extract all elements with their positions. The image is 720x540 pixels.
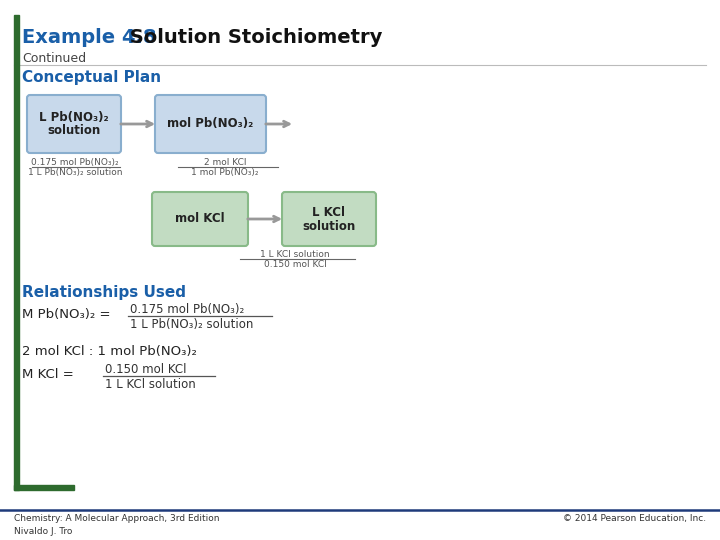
Text: M KCl =: M KCl = [22, 368, 73, 381]
Text: 1 L Pb(NO₃)₂ solution: 1 L Pb(NO₃)₂ solution [130, 318, 253, 331]
FancyBboxPatch shape [152, 192, 248, 246]
Text: L KCl: L KCl [312, 206, 346, 219]
FancyBboxPatch shape [155, 95, 266, 153]
Text: 0.150 mol KCl: 0.150 mol KCl [264, 260, 326, 269]
Text: Relationships Used: Relationships Used [22, 285, 186, 300]
Text: mol Pb(NO₃)₂: mol Pb(NO₃)₂ [167, 118, 253, 131]
FancyBboxPatch shape [27, 95, 121, 153]
Text: Example 4.8: Example 4.8 [22, 28, 156, 47]
Text: solution: solution [302, 219, 356, 233]
Text: 1 mol Pb(NO₃)₂: 1 mol Pb(NO₃)₂ [192, 168, 258, 177]
Text: 1 L Pb(NO₃)₂ solution: 1 L Pb(NO₃)₂ solution [28, 168, 122, 177]
Text: Conceptual Plan: Conceptual Plan [22, 70, 161, 85]
Text: Chemistry: A Molecular Approach, 3rd Edition
Nivaldo J. Tro: Chemistry: A Molecular Approach, 3rd Edi… [14, 514, 220, 536]
Text: Continued: Continued [22, 52, 86, 65]
Text: M Pb(NO₃)₂ =: M Pb(NO₃)₂ = [22, 308, 110, 321]
Text: mol KCl: mol KCl [175, 213, 225, 226]
Text: 2 mol KCl: 2 mol KCl [204, 158, 246, 167]
Text: L Pb(NO₃)₂: L Pb(NO₃)₂ [39, 111, 109, 124]
Text: 0.150 mol KCl: 0.150 mol KCl [105, 363, 186, 376]
Text: solution: solution [48, 125, 101, 138]
Text: © 2014 Pearson Education, Inc.: © 2014 Pearson Education, Inc. [563, 514, 706, 523]
Text: 0.175 mol Pb(NO₃)₂: 0.175 mol Pb(NO₃)₂ [31, 158, 119, 167]
Bar [14, 485, 74, 490]
Text: 0.175 mol Pb(NO₃)₂: 0.175 mol Pb(NO₃)₂ [130, 303, 244, 316]
Text: 1 L KCl solution: 1 L KCl solution [105, 378, 196, 391]
FancyBboxPatch shape [282, 192, 376, 246]
Text: 1 L KCl solution: 1 L KCl solution [260, 250, 330, 259]
Bar [14, 15, 19, 490]
Text: Solution Stoichiometry: Solution Stoichiometry [123, 28, 382, 47]
Text: 2 mol KCl : 1 mol Pb(NO₃)₂: 2 mol KCl : 1 mol Pb(NO₃)₂ [22, 345, 197, 358]
